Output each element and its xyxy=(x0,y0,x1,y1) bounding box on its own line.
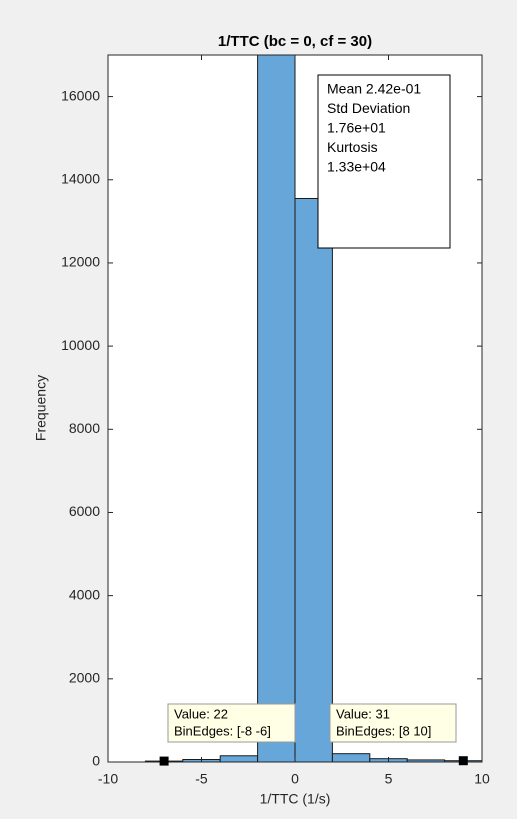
datatip-text: BinEdges: [-8 -6] xyxy=(174,723,271,738)
stats-line: Kurtosis xyxy=(327,139,378,155)
chart-title: 1/TTC (bc = 0, cf = 30) xyxy=(218,33,372,50)
y-axis-label: Frequency xyxy=(33,375,49,441)
y-tick-label: 14000 xyxy=(61,170,100,186)
stats-line: 1.76e+01 xyxy=(327,120,386,136)
datatip: Value: 31 BinEdges: [8 10] xyxy=(329,703,468,766)
y-tick-label: 16000 xyxy=(61,87,100,103)
y-tick-label: 6000 xyxy=(69,503,100,519)
x-tick-label: -5 xyxy=(195,771,208,787)
bar xyxy=(294,197,333,762)
stats-line: Std Deviation xyxy=(327,100,410,116)
x-tick-label: 5 xyxy=(385,771,393,787)
datatip-marker xyxy=(458,756,468,766)
datatip-marker xyxy=(159,756,169,766)
datatip-text: Value: 22 xyxy=(174,706,228,721)
stats-line: 1.33e+04 xyxy=(327,159,386,175)
datatip-box xyxy=(329,703,457,743)
y-tick-label: 4000 xyxy=(69,586,100,602)
y-tick-label: 8000 xyxy=(69,420,100,436)
datatip-box xyxy=(167,703,296,743)
x-tick-label: 10 xyxy=(474,771,490,787)
datatip-text: Value: 31 xyxy=(336,706,390,721)
x-tick-label: -10 xyxy=(98,771,118,787)
y-tick-label: 12000 xyxy=(61,254,100,270)
stats-line: Mean 2.42e-01 xyxy=(327,81,421,97)
bar xyxy=(219,755,259,762)
bar xyxy=(257,55,296,762)
bar xyxy=(331,753,371,762)
y-tick-label: 2000 xyxy=(69,670,100,686)
x-tick-label: 0 xyxy=(291,771,299,787)
x-axis-label: 1/TTC (1/s) xyxy=(260,791,331,807)
datatip-text: BinEdges: [8 10] xyxy=(336,723,431,738)
stats-box xyxy=(317,74,451,249)
y-tick-label: 10000 xyxy=(61,337,100,353)
bars-layer xyxy=(144,55,482,762)
datatip: Value: 22 BinEdges: [-8 -6] xyxy=(159,703,296,766)
y-tick-label: 0 xyxy=(92,753,100,769)
